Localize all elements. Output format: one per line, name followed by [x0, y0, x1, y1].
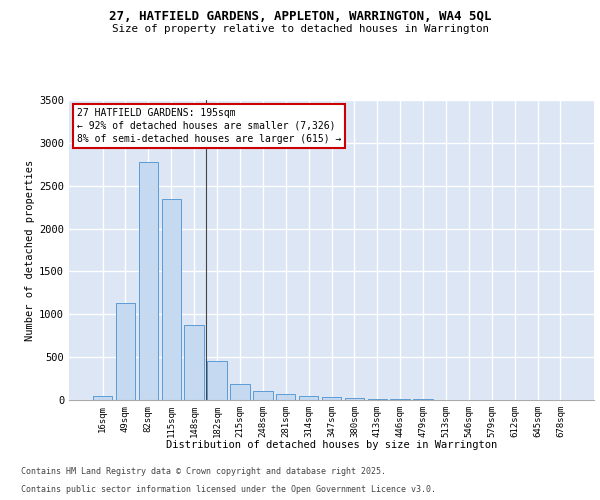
Text: 27, HATFIELD GARDENS, APPLETON, WARRINGTON, WA4 5QL: 27, HATFIELD GARDENS, APPLETON, WARRINGT…: [109, 10, 491, 23]
Text: Size of property relative to detached houses in Warrington: Size of property relative to detached ho…: [112, 24, 488, 34]
Bar: [368, 398, 387, 400]
Bar: [93, 396, 112, 400]
Text: Contains public sector information licensed under the Open Government Licence v3: Contains public sector information licen…: [21, 485, 436, 494]
X-axis label: Distribution of detached houses by size in Warrington: Distribution of detached houses by size …: [166, 440, 497, 450]
Bar: [344, 398, 364, 400]
Text: Contains HM Land Registry data © Crown copyright and database right 2025.: Contains HM Land Registry data © Crown c…: [21, 467, 386, 476]
Bar: [230, 384, 250, 400]
Bar: [391, 399, 410, 400]
Bar: [208, 362, 227, 400]
Bar: [116, 303, 135, 400]
Bar: [299, 396, 319, 400]
Bar: [184, 324, 204, 400]
Text: 27 HATFIELD GARDENS: 195sqm
← 92% of detached houses are smaller (7,326)
8% of s: 27 HATFIELD GARDENS: 195sqm ← 92% of det…: [77, 108, 341, 144]
Bar: [322, 397, 341, 400]
Bar: [139, 162, 158, 400]
Bar: [161, 198, 181, 400]
Y-axis label: Number of detached properties: Number of detached properties: [25, 160, 35, 340]
Bar: [276, 394, 295, 400]
Bar: [253, 391, 272, 400]
